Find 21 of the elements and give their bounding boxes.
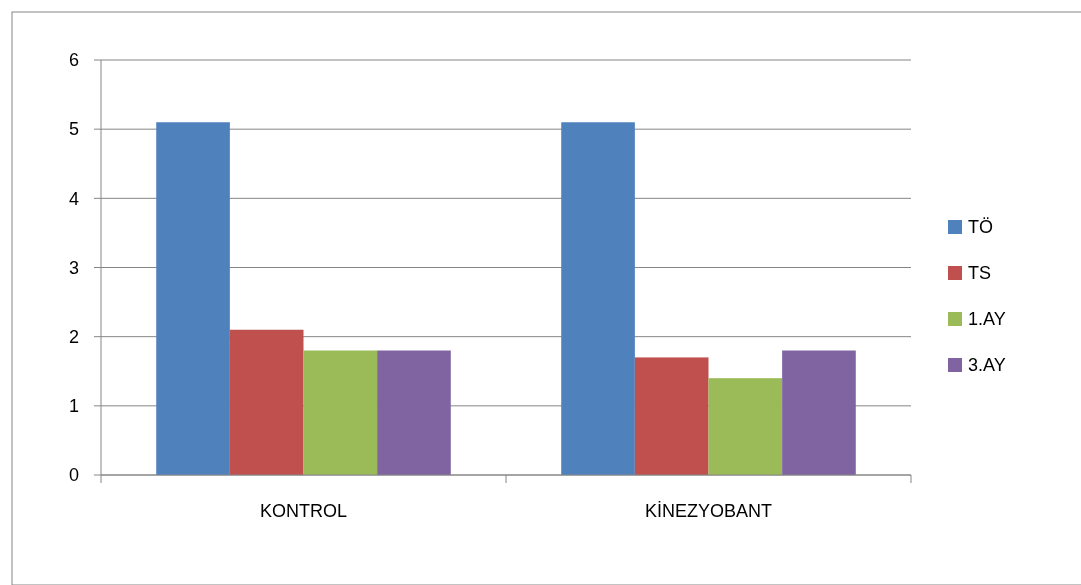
bar bbox=[782, 350, 856, 475]
legend-label: 3.AY bbox=[968, 355, 1006, 376]
bar bbox=[634, 357, 709, 475]
y-tick-label: 4 bbox=[68, 188, 79, 209]
y-tick-label: 2 bbox=[68, 326, 79, 347]
x-tick-label: KİNEZYOBANT bbox=[644, 501, 773, 521]
bar bbox=[229, 329, 304, 475]
bar bbox=[156, 122, 230, 475]
bar bbox=[303, 350, 378, 475]
legend-label: TS bbox=[968, 263, 992, 284]
legend-label: TÖ bbox=[968, 217, 993, 238]
y-tick-label: 1 bbox=[68, 396, 79, 417]
y-tick-label: 6 bbox=[68, 50, 79, 71]
legend-label: 1.AY bbox=[968, 309, 1006, 330]
y-tick-label: 5 bbox=[68, 119, 79, 140]
bar bbox=[377, 350, 451, 475]
bar bbox=[708, 378, 783, 475]
x-tick-label: KONTROL bbox=[259, 501, 348, 521]
y-tick-label: 3 bbox=[68, 257, 79, 278]
bar bbox=[561, 122, 635, 475]
y-tick-label: 0 bbox=[68, 465, 79, 486]
